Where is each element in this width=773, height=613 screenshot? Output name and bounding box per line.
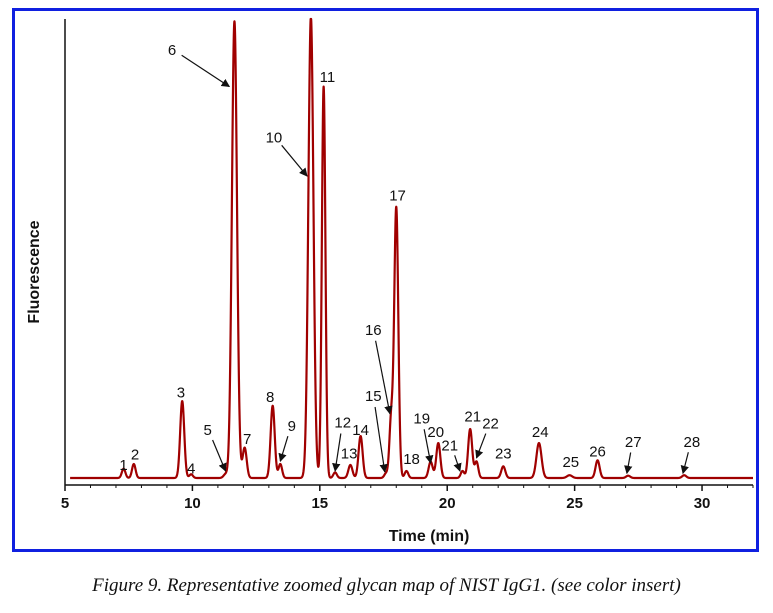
- peak-arrow: [624, 452, 633, 475]
- peak-label-24: 24: [532, 424, 549, 441]
- peak-arrow: [375, 340, 393, 415]
- peak-label-13: 13: [341, 445, 358, 462]
- peak-label-18: 18: [403, 451, 420, 468]
- glycan-map-chart: 5 10 15 20 25 30 1234567891011121314151617181…: [26, 17, 754, 545]
- peak-arrow: [332, 433, 342, 472]
- peak-label-5: 5: [204, 422, 212, 439]
- peak-arrow: [181, 54, 231, 88]
- peak-label-16: 16: [365, 322, 382, 339]
- peak-label-1: 1: [119, 457, 127, 474]
- peak-arrow: [278, 436, 289, 463]
- x-tick-label: 5: [61, 495, 69, 512]
- peak-label-11: 11: [320, 69, 336, 86]
- x-tick-label: 20: [439, 495, 456, 512]
- peak-arrow: [423, 429, 434, 464]
- peak-label-20: 20: [427, 424, 444, 441]
- peak-label-22: 22: [482, 416, 499, 433]
- x-tick-label: 10: [184, 495, 201, 512]
- x-tick-label: 15: [311, 495, 328, 512]
- peak-label-9: 9: [288, 418, 296, 435]
- fluorescence-trace: [69, 17, 754, 480]
- peak-label-7: 7: [243, 431, 251, 448]
- peak-arrow: [212, 439, 227, 472]
- peak-label-28: 28: [684, 434, 701, 451]
- axes: 5 10 15 20 25 30: [61, 19, 754, 512]
- peak-label-25: 25: [562, 454, 579, 471]
- peak-label-14: 14: [352, 422, 369, 439]
- peak-label-15: 15: [365, 388, 382, 405]
- peak-label-23: 23: [495, 445, 512, 462]
- peak-arrow: [281, 144, 308, 177]
- x-tick-label: 25: [566, 495, 583, 512]
- peak-label-3: 3: [177, 384, 185, 401]
- peak-label-2: 2: [131, 446, 139, 463]
- y-axis-title: Fluorescence: [26, 220, 43, 323]
- peak-label-6: 6: [168, 42, 176, 59]
- x-tick-label: 30: [694, 495, 711, 512]
- peak-label-12: 12: [334, 415, 351, 432]
- peak-label-27: 27: [625, 434, 642, 451]
- peak-label-21: 21: [464, 409, 481, 426]
- peak-label-19: 19: [413, 410, 430, 427]
- peak-label-26: 26: [589, 444, 606, 461]
- figure-frame: 5 10 15 20 25 30 1 2 3 4 5 6 7 8 9 10 11 12 13 14 15 16 17 18 1…: [12, 8, 759, 552]
- peak-arrow: [453, 455, 462, 472]
- peak-label-4: 4: [187, 460, 195, 477]
- peak-arrow: [680, 452, 689, 475]
- peak-label-8: 8: [266, 389, 274, 406]
- peak-label-10: 10: [266, 129, 283, 146]
- x-axis-title: Time (min): [389, 528, 470, 545]
- peak-arrow: [374, 406, 388, 473]
- chromatogram-trace: [69, 17, 754, 480]
- peak-arrow: [475, 433, 487, 459]
- peak-label-21: 21: [441, 438, 458, 455]
- figure-caption: Figure 9. Representative zoomed glycan m…: [92, 575, 681, 596]
- peak-label-17: 17: [389, 188, 406, 205]
